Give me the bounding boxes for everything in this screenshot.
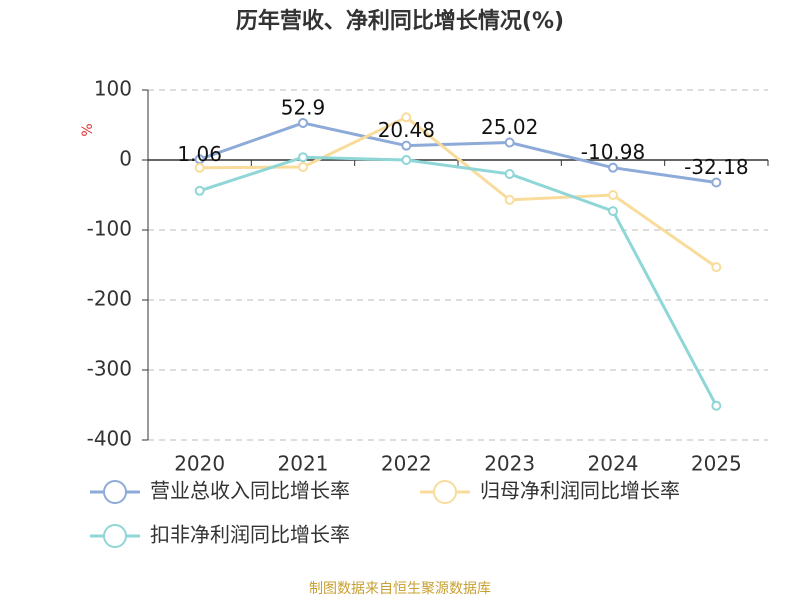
y-axis-label: % <box>80 123 96 136</box>
data-label: 52.9 <box>281 95 326 119</box>
data-point <box>401 140 412 151</box>
data-point <box>711 177 722 188</box>
y-tick-label: -200 <box>87 287 132 311</box>
data-point <box>608 190 618 200</box>
legend-swatch <box>103 480 127 504</box>
data-label: 25.02 <box>481 115 538 139</box>
y-tick-label: -100 <box>87 217 132 241</box>
data-point <box>504 137 515 148</box>
chart-title: 历年营收、净利同比增长情况(%) <box>236 8 564 34</box>
series-line <box>199 155 718 407</box>
data-point <box>194 162 205 173</box>
data-label: 1.06 <box>177 142 222 166</box>
legend-label: 扣非净利润同比增长率 <box>150 523 350 547</box>
x-tick-label: 2022 <box>381 452 432 476</box>
data-point <box>401 155 412 165</box>
x-tick-label: 2025 <box>691 452 742 476</box>
data-point <box>711 400 722 411</box>
y-tick-label: -400 <box>87 427 132 451</box>
series-line <box>199 115 718 269</box>
data-point <box>298 117 308 128</box>
x-tick-label: 2024 <box>588 452 639 476</box>
legend-swatch <box>433 480 457 504</box>
data-label: -10.98 <box>581 140 645 164</box>
source-note: 制图数据来自恒生聚源数据库 <box>309 581 491 597</box>
data-label: 20.48 <box>378 118 435 142</box>
series-line <box>199 121 717 185</box>
y-tick-label: 0 <box>119 147 132 171</box>
data-label: -32.18 <box>684 155 748 179</box>
data-point <box>401 112 412 123</box>
legend-swatch <box>103 524 127 548</box>
x-tick-label: 2020 <box>174 452 225 476</box>
data-point <box>194 185 205 196</box>
x-tick-label: 2021 <box>278 452 329 476</box>
data-point <box>298 162 308 172</box>
y-tick-label: 100 <box>94 77 132 101</box>
x-tick-label: 2023 <box>484 452 535 476</box>
data-point <box>711 262 722 273</box>
legend-label: 归母净利润同比增长率 <box>480 479 680 503</box>
data-point <box>298 152 308 163</box>
y-tick-label: -300 <box>87 357 132 381</box>
data-point <box>608 206 618 217</box>
data-point <box>608 162 618 173</box>
data-point <box>504 194 515 205</box>
data-point <box>504 169 515 179</box>
legend-label: 营业总收入同比增长率 <box>150 479 350 503</box>
